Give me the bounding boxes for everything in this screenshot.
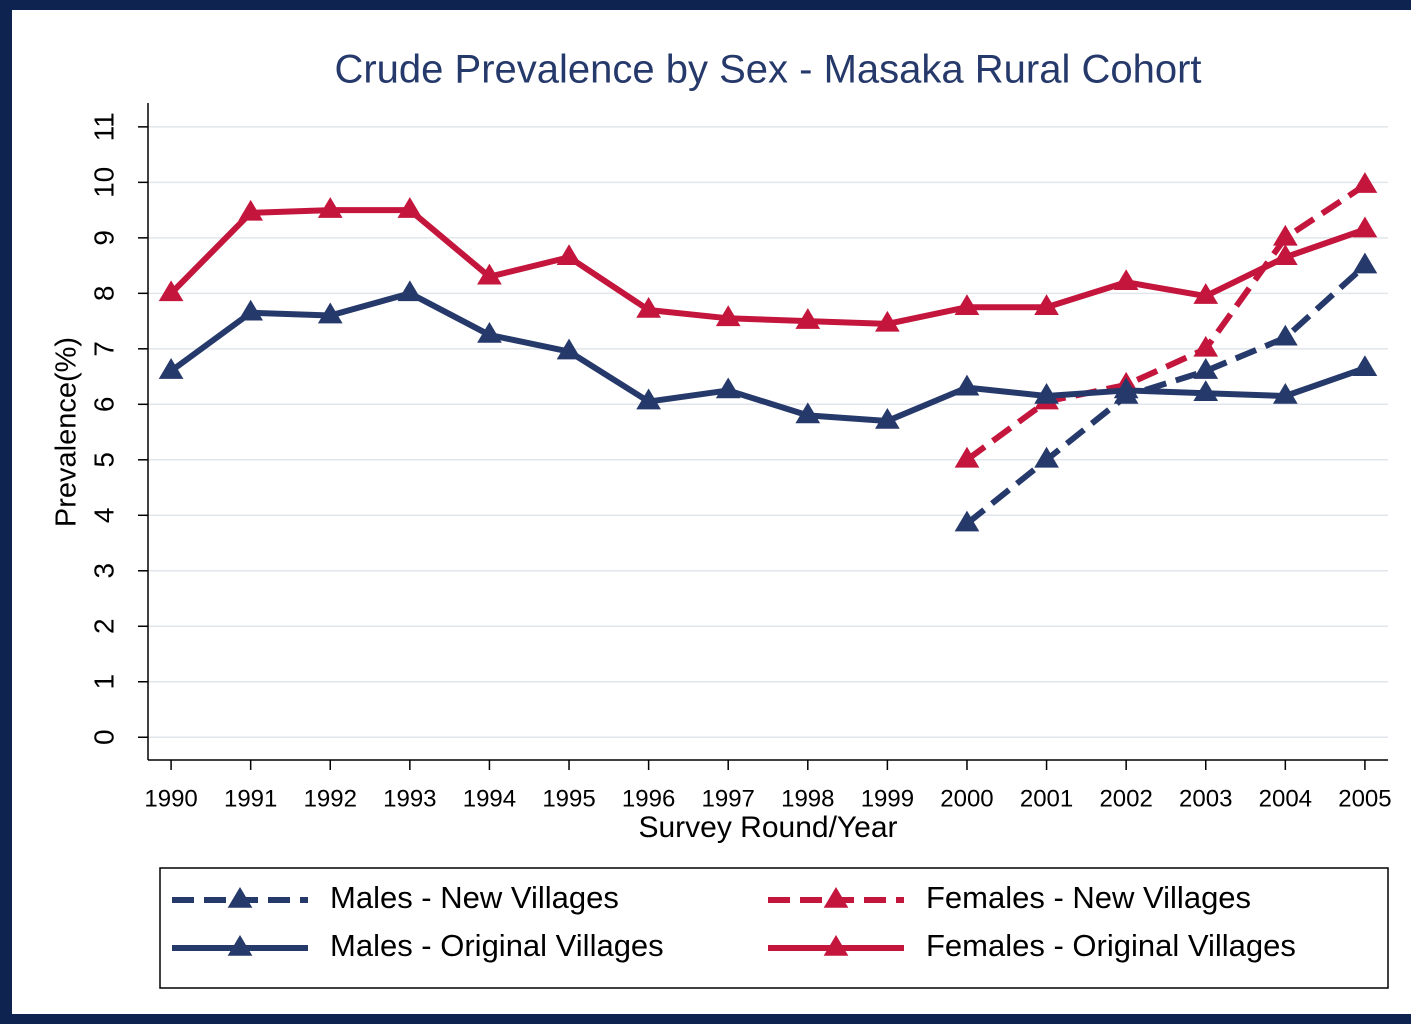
data-point bbox=[1352, 216, 1378, 238]
data-point bbox=[556, 338, 582, 360]
data-point bbox=[875, 310, 900, 332]
data-point bbox=[397, 197, 423, 218]
y-tick-label: 11 bbox=[88, 112, 119, 141]
data-point bbox=[1272, 324, 1298, 346]
y-tick-label: 2 bbox=[88, 618, 119, 634]
graph-region bbox=[12, 10, 1411, 1014]
data-point bbox=[238, 199, 264, 221]
data-point bbox=[556, 244, 582, 266]
data-point bbox=[238, 299, 264, 321]
legend-label: Females - New Villages bbox=[926, 880, 1251, 915]
data-point bbox=[317, 302, 343, 324]
legend-marker bbox=[823, 887, 849, 908]
y-tick-label: 8 bbox=[88, 286, 119, 302]
x-tick-label: 2004 bbox=[1259, 785, 1312, 812]
data-point bbox=[954, 510, 980, 532]
data-point bbox=[954, 374, 980, 396]
data-point bbox=[1193, 283, 1219, 304]
y-tick-label: 10 bbox=[88, 167, 119, 198]
legend-label: Males - Original Villages bbox=[330, 928, 664, 963]
data-point bbox=[954, 294, 980, 316]
y-tick-label: 4 bbox=[88, 508, 119, 524]
x-axis-title: Survey Round/Year bbox=[638, 811, 897, 844]
y-tick-label: 5 bbox=[88, 452, 119, 468]
data-point bbox=[1193, 380, 1219, 402]
x-tick-label: 1992 bbox=[304, 785, 357, 812]
x-tick-label: 1994 bbox=[463, 785, 516, 812]
data-point bbox=[875, 407, 900, 429]
x-tick-label: 1993 bbox=[383, 785, 436, 812]
x-tick-label: 2005 bbox=[1338, 785, 1391, 812]
data-point bbox=[636, 388, 661, 410]
data-point bbox=[795, 402, 821, 424]
data-point bbox=[317, 197, 343, 218]
data-point bbox=[477, 263, 502, 285]
data-point bbox=[1352, 355, 1378, 377]
data-point bbox=[954, 446, 980, 468]
data-point bbox=[1272, 382, 1298, 404]
x-tick-label: 1991 bbox=[224, 785, 277, 812]
data-point bbox=[1034, 446, 1059, 468]
data-point bbox=[1193, 358, 1219, 379]
data-point bbox=[1272, 224, 1298, 246]
x-tick-label: 1995 bbox=[542, 785, 595, 812]
series-line bbox=[169, 290, 1366, 424]
data-point bbox=[1034, 382, 1059, 404]
x-tick-label: 2001 bbox=[1020, 785, 1073, 812]
y-tick-label: 6 bbox=[88, 397, 119, 413]
x-tick-label: 1996 bbox=[622, 785, 675, 812]
data-point bbox=[1034, 294, 1059, 316]
data-point bbox=[1352, 172, 1378, 193]
data-point bbox=[715, 305, 741, 327]
data-point bbox=[1113, 377, 1139, 399]
x-tick-label: 1990 bbox=[144, 785, 197, 812]
y-tick-label: 9 bbox=[88, 230, 119, 246]
y-tick-label: 3 bbox=[88, 563, 119, 579]
x-tick-label: 1997 bbox=[702, 785, 755, 812]
legend-marker bbox=[227, 935, 253, 956]
y-tick-label: 0 bbox=[88, 729, 119, 745]
data-point bbox=[715, 377, 741, 399]
data-point bbox=[636, 296, 661, 318]
series-line bbox=[168, 207, 1366, 327]
data-point bbox=[795, 308, 821, 329]
y-tick-label: 1 bbox=[88, 674, 119, 690]
chart-title: Crude Prevalence by Sex - Masaka Rural C… bbox=[334, 48, 1201, 92]
legend-marker bbox=[823, 935, 849, 956]
x-tick-label: 1999 bbox=[861, 785, 914, 812]
x-tick-label: 1998 bbox=[781, 785, 834, 812]
series-line bbox=[965, 182, 1367, 463]
series-line bbox=[965, 263, 1367, 526]
data-point bbox=[1113, 269, 1139, 291]
y-tick-label: 7 bbox=[88, 341, 119, 357]
legend-label: Males - New Villages bbox=[330, 880, 619, 915]
x-tick-label: 2003 bbox=[1179, 785, 1232, 812]
data-point bbox=[1352, 252, 1378, 274]
data-point bbox=[477, 321, 502, 343]
x-tick-label: 2000 bbox=[940, 785, 993, 812]
y-axis-title: Prevalence(%) bbox=[51, 337, 83, 527]
data-point bbox=[1193, 335, 1219, 357]
data-point bbox=[1272, 244, 1298, 266]
data-point bbox=[397, 280, 423, 302]
legend-box bbox=[159, 867, 1389, 989]
data-point bbox=[158, 280, 184, 302]
legend-label: Females - Original Villages bbox=[926, 928, 1296, 963]
data-point bbox=[158, 358, 184, 379]
legend-marker bbox=[227, 887, 253, 908]
x-tick-label: 2002 bbox=[1099, 785, 1152, 812]
